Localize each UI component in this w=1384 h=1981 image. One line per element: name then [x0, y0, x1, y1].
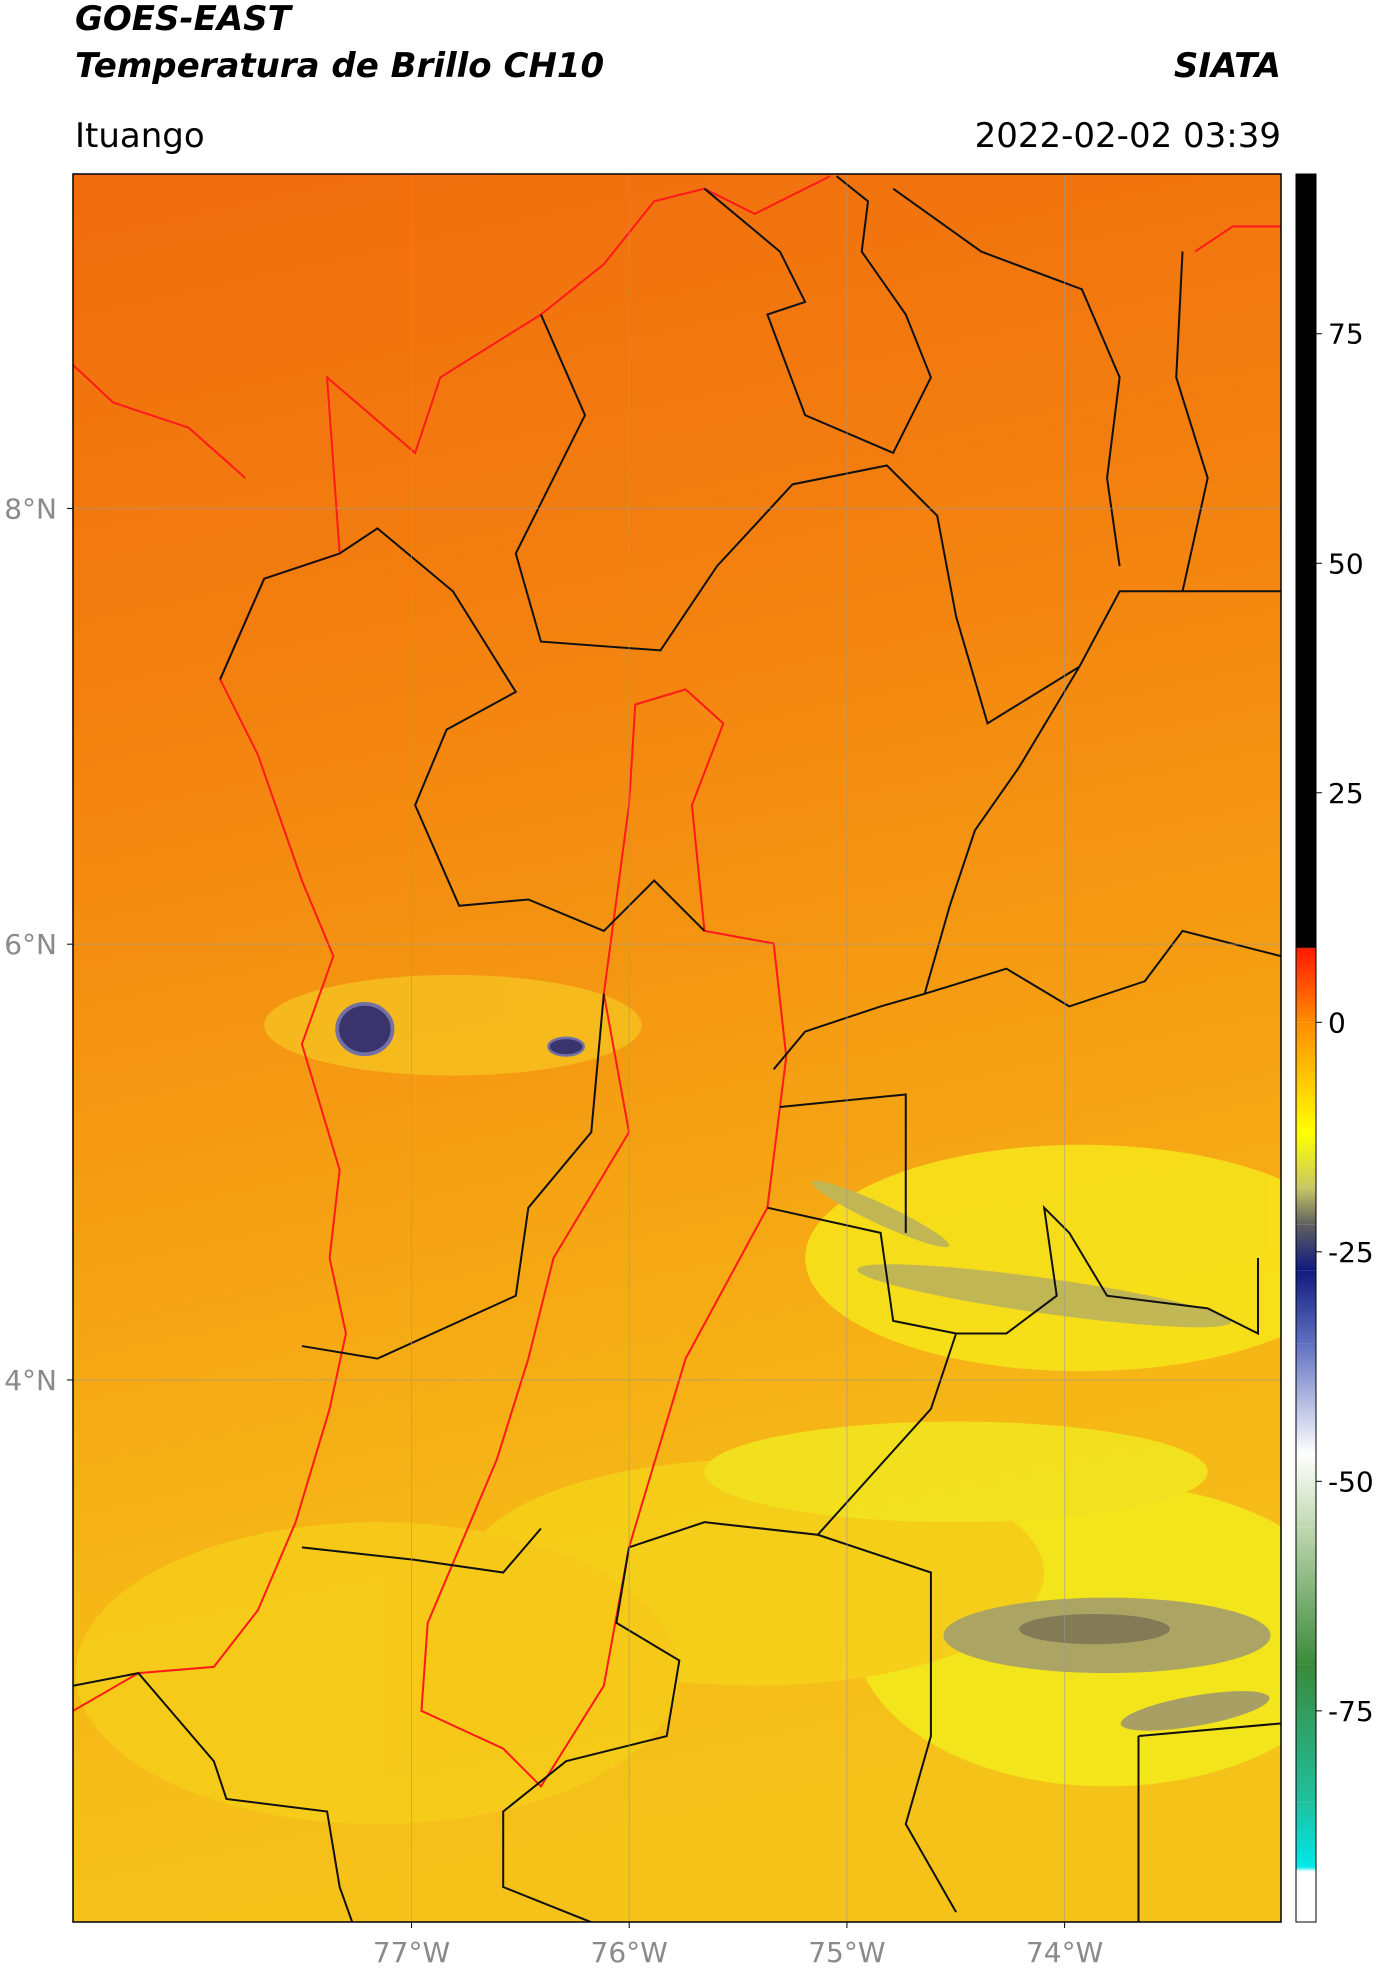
- colorbar-segment: [1296, 1270, 1316, 1344]
- colorbar-segment: [1296, 174, 1316, 948]
- y-tick-label: 6°N: [4, 928, 57, 961]
- colorbar-segment: [1296, 1871, 1316, 1922]
- colorbar-label: 75: [1328, 318, 1364, 351]
- region-outline: [420, 688, 788, 1788]
- admin-borders: [73, 175, 1281, 1922]
- colorbar-segment: [1296, 1866, 1316, 1872]
- x-tick-label: 74°W: [1026, 1936, 1103, 1969]
- map: [73, 174, 1281, 1922]
- colorbar-segment: [1296, 1132, 1316, 1188]
- x-tick-label: 77°W: [373, 1936, 450, 1969]
- colorbar-segment: [1296, 1802, 1316, 1867]
- y-tick-label: 8°N: [4, 492, 57, 525]
- x-tick-label: 76°W: [591, 1936, 668, 1969]
- colorbar-segment: [1296, 1664, 1316, 1803]
- x-tick-label: 75°W: [808, 1936, 885, 1969]
- colorbar-segment: [1296, 947, 1316, 949]
- title: GOES-EAST: [75, 0, 294, 39]
- colorbar-label: 25: [1328, 777, 1364, 810]
- colorbar-segment: [1296, 1022, 1316, 1133]
- colorbar-label: -75: [1328, 1695, 1374, 1728]
- colorbar-segment: [1296, 1224, 1316, 1271]
- colorbar-segment: [1296, 1527, 1316, 1665]
- subtitle: Temperatura de Brillo CH10: [75, 46, 604, 86]
- cloud-field: [75, 974, 1281, 1825]
- colorbar-label: 0: [1328, 1006, 1346, 1039]
- colorbar-segment: [1296, 1453, 1316, 1528]
- colorbar-segment: [1296, 1343, 1316, 1454]
- colorbar-segment: [1296, 1187, 1316, 1225]
- source: SIATA: [1174, 46, 1281, 86]
- timestamp: 2022-02-02 03:39: [975, 116, 1281, 156]
- coastline: [73, 175, 1281, 1712]
- location: Ituango: [75, 116, 205, 156]
- y-tick-label: 4°N: [4, 1364, 57, 1397]
- map-frame: [72, 173, 1282, 1923]
- colorbar-label: -25: [1328, 1236, 1374, 1269]
- colorbar-segment: [1296, 948, 1316, 1023]
- colorbar-frame: [1295, 173, 1317, 1923]
- colorbar-label: 50: [1328, 547, 1364, 580]
- colorbar-label: -50: [1328, 1465, 1374, 1498]
